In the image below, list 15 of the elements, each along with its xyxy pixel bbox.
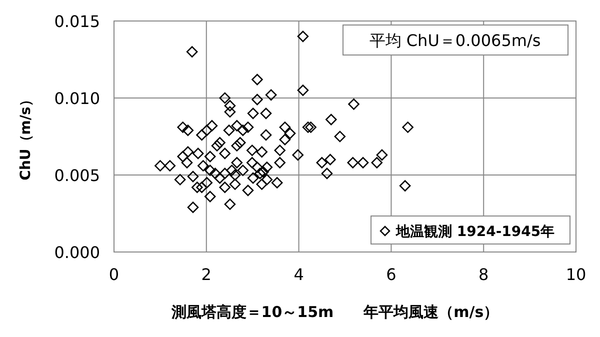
- x-tick-label: 8: [478, 265, 489, 284]
- x-tick-label: 2: [201, 265, 212, 284]
- y-tick-label: 0.000: [54, 243, 100, 262]
- y-tick-label: 0.015: [54, 12, 100, 31]
- x-tick-label: 10: [566, 265, 586, 284]
- y-axis-title: ChU（m/s）: [18, 92, 34, 180]
- x-tick-label: 4: [294, 265, 304, 284]
- x-tick-label: 0: [108, 265, 120, 284]
- legend-label: 地温観測 1924-1945年: [395, 224, 555, 240]
- y-tick-label: 0.005: [54, 166, 100, 185]
- annotation: 平均 ChU＝0.0065m/s: [369, 31, 541, 50]
- x-tick-label: 6: [386, 265, 396, 284]
- note-box: 平均 ChU＝0.0065m/s: [342, 24, 568, 56]
- y-tick-label: 0.010: [54, 89, 100, 108]
- x-axis-title: 測風塔高度＝10～15m 年平均風速（m/s）: [170, 303, 499, 321]
